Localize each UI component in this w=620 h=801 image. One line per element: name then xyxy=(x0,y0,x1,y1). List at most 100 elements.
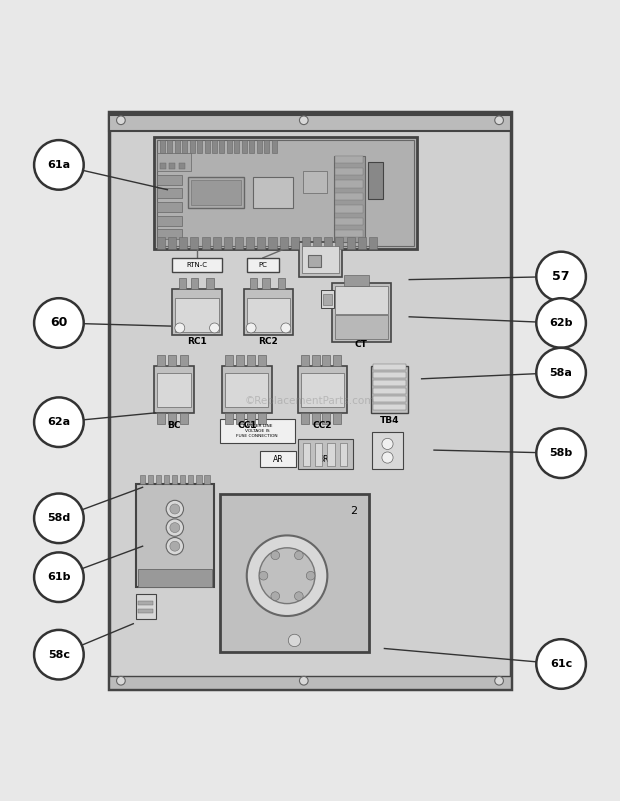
Bar xyxy=(172,289,222,336)
Bar xyxy=(344,275,369,286)
Bar xyxy=(247,258,279,272)
Text: TB4: TB4 xyxy=(379,417,399,425)
Circle shape xyxy=(536,348,586,397)
Bar xyxy=(280,237,288,248)
Bar xyxy=(335,193,363,200)
Bar xyxy=(180,475,185,484)
Bar xyxy=(373,388,406,393)
Bar xyxy=(257,237,265,248)
Bar xyxy=(169,163,175,169)
Circle shape xyxy=(495,676,503,685)
Bar xyxy=(249,140,254,152)
Bar xyxy=(225,372,268,407)
Bar xyxy=(335,218,363,225)
Circle shape xyxy=(271,551,280,560)
Bar xyxy=(371,366,408,413)
Circle shape xyxy=(170,541,180,551)
Bar xyxy=(154,366,194,413)
Bar xyxy=(138,609,153,613)
Bar xyxy=(191,278,198,289)
Bar xyxy=(157,413,165,424)
Bar xyxy=(258,355,266,366)
Circle shape xyxy=(536,429,586,478)
Circle shape xyxy=(34,140,84,190)
Bar xyxy=(204,475,210,484)
Bar xyxy=(219,140,224,152)
Bar xyxy=(246,237,254,248)
Circle shape xyxy=(306,571,315,580)
Text: 58c: 58c xyxy=(48,650,70,660)
Bar xyxy=(157,152,191,171)
Bar xyxy=(334,155,365,243)
Bar xyxy=(372,432,403,469)
Bar xyxy=(160,140,165,152)
Text: 60: 60 xyxy=(50,316,68,329)
Bar xyxy=(306,451,342,468)
Bar xyxy=(197,140,202,152)
Circle shape xyxy=(382,452,393,463)
Bar xyxy=(373,364,406,369)
Bar xyxy=(327,443,335,465)
Circle shape xyxy=(259,571,268,580)
Bar xyxy=(179,163,185,169)
Bar xyxy=(180,413,188,424)
Text: 58a: 58a xyxy=(550,368,572,377)
Bar xyxy=(179,237,187,248)
Bar xyxy=(205,140,210,152)
Bar xyxy=(335,230,363,237)
Text: 57: 57 xyxy=(552,270,570,283)
Circle shape xyxy=(536,639,586,689)
Bar xyxy=(227,140,232,152)
Bar xyxy=(335,168,363,175)
Bar xyxy=(234,140,239,152)
Bar xyxy=(301,372,344,407)
Bar xyxy=(136,484,214,586)
Bar xyxy=(172,475,177,484)
Bar xyxy=(335,180,363,188)
Circle shape xyxy=(495,116,503,125)
Bar xyxy=(321,290,334,308)
Bar xyxy=(172,258,222,272)
Text: PC: PC xyxy=(259,262,267,268)
Bar xyxy=(136,594,156,618)
Circle shape xyxy=(294,551,303,560)
Bar xyxy=(175,298,219,332)
Text: 61c: 61c xyxy=(550,659,572,669)
Bar xyxy=(335,286,388,314)
Text: 58b: 58b xyxy=(549,449,573,458)
Bar xyxy=(213,237,221,248)
Bar xyxy=(340,443,347,465)
Bar xyxy=(247,355,255,366)
Bar xyxy=(264,140,269,152)
Bar xyxy=(247,413,255,424)
Bar xyxy=(220,419,294,443)
Bar xyxy=(291,237,299,248)
Bar xyxy=(190,237,198,248)
Circle shape xyxy=(175,323,185,333)
Bar xyxy=(303,443,310,465)
Bar xyxy=(236,355,244,366)
Bar xyxy=(236,413,244,424)
Bar xyxy=(334,413,341,424)
Bar xyxy=(157,237,165,248)
Circle shape xyxy=(281,323,291,333)
Bar xyxy=(108,115,511,131)
Circle shape xyxy=(247,535,327,616)
Bar xyxy=(156,475,161,484)
Bar xyxy=(268,237,277,248)
Bar xyxy=(179,278,186,289)
Text: 62b: 62b xyxy=(549,318,573,328)
Bar xyxy=(323,294,332,305)
Text: RC1: RC1 xyxy=(187,337,207,346)
Bar xyxy=(196,475,202,484)
Bar xyxy=(347,237,355,248)
Bar xyxy=(157,355,165,366)
Bar xyxy=(373,396,406,402)
Bar xyxy=(108,112,511,689)
Bar xyxy=(253,177,293,208)
Circle shape xyxy=(34,630,84,679)
Bar xyxy=(224,237,232,248)
Bar xyxy=(235,237,243,248)
Bar xyxy=(242,140,247,152)
Bar xyxy=(168,237,176,248)
